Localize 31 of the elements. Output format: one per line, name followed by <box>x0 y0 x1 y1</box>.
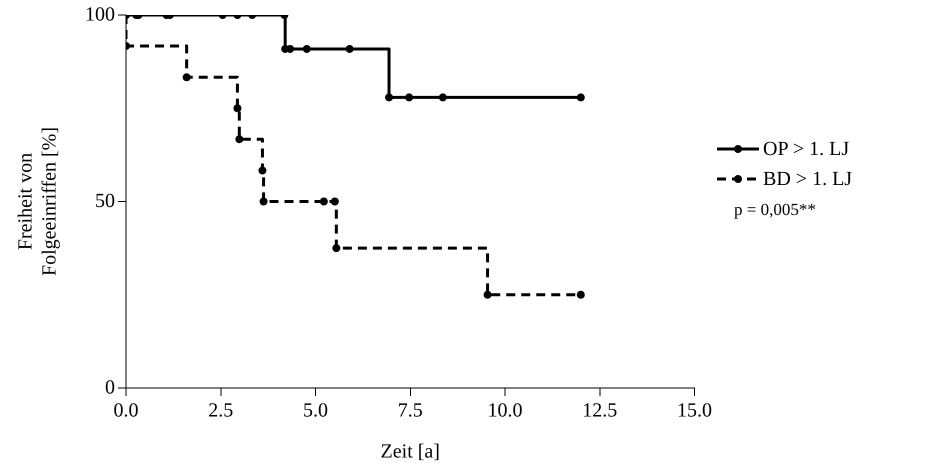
x-tick-label: 5.0 <box>303 399 328 422</box>
point <box>260 198 268 206</box>
point <box>438 93 447 102</box>
point <box>320 198 328 206</box>
x-axis-title: Zeit [a] <box>380 440 440 462</box>
point <box>405 93 414 102</box>
point <box>385 93 394 102</box>
text: p = 0,005** <box>734 200 817 220</box>
point <box>576 290 585 299</box>
point <box>332 244 340 252</box>
point <box>235 135 244 144</box>
x-tick-label: 2.5 <box>208 399 234 422</box>
x-tick-label: 15.0 <box>677 399 712 422</box>
point <box>346 44 354 53</box>
point <box>233 104 242 112</box>
x-tick-label: 10.0 <box>488 399 522 422</box>
y-axis-title: Freiheit von Folgeeinriffen [%] <box>14 126 60 276</box>
point <box>302 44 311 53</box>
point <box>576 93 585 102</box>
y-tick-label: 100 <box>85 3 115 26</box>
point <box>258 166 266 175</box>
y-tick-label: 50 <box>95 190 115 212</box>
x-tick-label: 7.5 <box>398 399 423 422</box>
point <box>182 73 191 82</box>
legend-label: OP > 1. LJ <box>763 138 850 160</box>
x-tick-label: 12.5 <box>582 399 618 422</box>
point <box>484 290 492 299</box>
point <box>330 198 339 206</box>
legend-label: BD > 1. LJ <box>763 168 852 190</box>
y-tick-label: 0 <box>105 376 115 398</box>
x-tick-label: 0.0 <box>114 399 138 422</box>
